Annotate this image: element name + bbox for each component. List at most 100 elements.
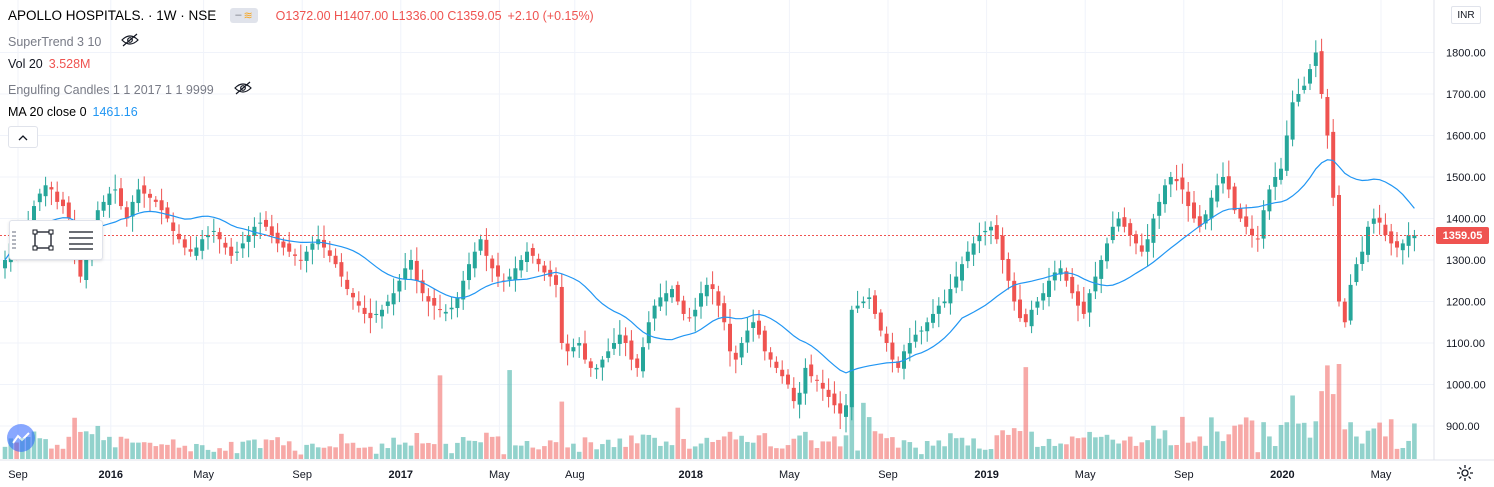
candle-body [635, 358, 640, 368]
volume-bar [536, 449, 541, 459]
volume-bar [89, 434, 95, 459]
eye-off-icon[interactable] [121, 33, 140, 50]
candle-body [507, 276, 512, 280]
candle-body [84, 260, 89, 281]
candle-body [936, 305, 941, 314]
drag-handle[interactable] [12, 231, 16, 249]
volume-bar [449, 453, 454, 459]
candle-body [455, 297, 460, 309]
candle-body [896, 361, 901, 368]
volume-bar [1046, 438, 1052, 459]
volume-bar [182, 445, 188, 459]
candle-body [217, 232, 222, 240]
candle-body [942, 301, 947, 304]
volume-bar [165, 444, 170, 459]
volume-bar [1122, 440, 1127, 459]
gear-icon[interactable] [1456, 464, 1474, 487]
volume-bar [72, 417, 77, 459]
price-axis[interactable]: 900.00 1000.00 1100.00 1200.00 1300.00 1400.0… [1446, 48, 1486, 434]
volume-bar [78, 431, 83, 459]
candle-body [722, 303, 727, 323]
volume-bar [681, 438, 686, 459]
symbol-title[interactable]: APOLLO HOSPITALS. · 1W · NSE [8, 8, 217, 23]
last-price-label: 1359.05 [1436, 227, 1489, 244]
volume-bar [1139, 442, 1145, 459]
candle-body [461, 280, 466, 300]
volume-bar [1174, 444, 1179, 459]
symbol-legend[interactable]: APOLLO HOSPITALS. · 1W · NSE ‒ ≋ O1372.00… [8, 8, 594, 23]
volume-bar [1029, 431, 1034, 459]
volume-bar [83, 431, 89, 459]
candle-body [298, 259, 303, 261]
volume-bar [1017, 431, 1023, 459]
volume-bar [600, 444, 605, 459]
candle-body [1081, 301, 1086, 314]
candle-body [1226, 176, 1231, 190]
visibility-toggle[interactable]: ‒ ≋ [230, 8, 258, 23]
candle-body [716, 291, 721, 306]
drawing-toolbox[interactable] [9, 220, 103, 260]
volume-bar [698, 443, 704, 459]
candle-body [733, 352, 738, 360]
volume-bar [339, 433, 344, 459]
candle-body [873, 295, 877, 314]
volume-bar [646, 434, 652, 459]
ma-legend[interactable]: MA 20 close 0 1461.16 [8, 105, 138, 119]
candle-body [449, 307, 454, 310]
volume-bar [1330, 394, 1336, 459]
volume-bar [1249, 420, 1255, 459]
candle-body [1337, 195, 1341, 302]
time-tick-label: 2016 [99, 469, 123, 481]
candle-body [229, 246, 234, 256]
candle-body [496, 265, 500, 277]
candle-body [1395, 241, 1399, 248]
volume-bar [466, 440, 472, 459]
time-axis[interactable]: Sep 2016 May Sep 2017 May Aug 2018 May Sep 2019 May… [8, 469, 1392, 481]
rectangle-tool-icon[interactable] [32, 229, 54, 256]
candle-body [1070, 276, 1075, 294]
volume-bar [1006, 434, 1011, 459]
engulfing-legend[interactable]: Engulfing Candles 1 1 2017 1 1 9999 [8, 81, 252, 98]
candle-body [600, 359, 605, 368]
eye-off-icon[interactable] [233, 81, 252, 98]
volume-bar [8, 438, 14, 459]
lines-tool-icon[interactable] [68, 230, 94, 255]
collapse-legend-button[interactable] [8, 126, 38, 148]
volume-bar [170, 439, 176, 459]
candle-body [965, 251, 970, 262]
candle-body [739, 343, 744, 358]
candle-body [745, 330, 750, 343]
candle-body [1192, 202, 1196, 219]
volume-bar [513, 445, 518, 459]
candle-body [235, 251, 239, 253]
volume-bar [640, 434, 646, 459]
volume-bar [745, 441, 750, 459]
volume-bar [994, 435, 1000, 459]
volume-bar [948, 433, 953, 459]
volume-bar [652, 437, 657, 459]
price-tick-label: 900.00 [1446, 421, 1480, 433]
candle-body [142, 185, 147, 194]
volume-bar [965, 445, 971, 459]
currency-label[interactable]: INR [1451, 6, 1481, 24]
volume-bar [1220, 441, 1226, 459]
candle-body [438, 309, 442, 311]
candle-body [913, 334, 918, 342]
tradingview-logo-icon[interactable] [7, 424, 35, 452]
volume-legend[interactable]: Vol 20 3.528M [8, 57, 90, 71]
candle-body [304, 251, 309, 261]
volume-bar [808, 440, 814, 459]
supertrend-legend[interactable]: SuperTrend 3 10 [8, 33, 140, 50]
candle-body [32, 206, 36, 223]
candle-body [153, 199, 158, 202]
candle-body [646, 322, 651, 344]
candle-body [890, 342, 895, 360]
candle-body [182, 239, 187, 248]
candle-body [1186, 191, 1191, 207]
candle-body [414, 260, 419, 281]
candle-body [994, 225, 999, 240]
candle-body [1371, 218, 1376, 224]
candle-body [391, 293, 396, 305]
volume-bar [130, 442, 135, 459]
